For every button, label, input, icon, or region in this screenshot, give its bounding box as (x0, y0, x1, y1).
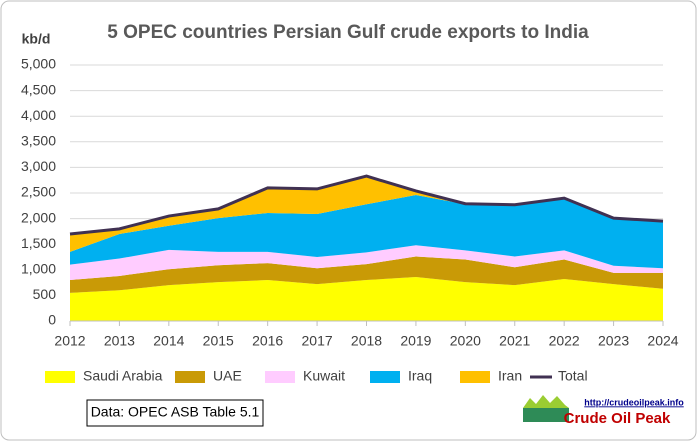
legend-item: Saudi Arabia (45, 368, 163, 384)
legend-item: Kuwait (265, 368, 345, 384)
chart-title: 5 OPEC countries Persian Gulf crude expo… (107, 22, 589, 43)
legend-swatch (265, 371, 295, 383)
y-tick-label: 1,500 (21, 235, 56, 251)
source-note: Data: OPEC ASB Table 5.1 (91, 404, 260, 420)
x-tick-label: 2013 (104, 333, 135, 349)
legend-item: Total (530, 368, 588, 384)
legend-label: Total (558, 368, 588, 384)
y-tick-label: 4,500 (21, 81, 56, 97)
legend-label: Iraq (408, 368, 432, 384)
source-box (86, 399, 264, 427)
y-tick-label: 0 (48, 312, 56, 328)
legend-swatch (45, 371, 75, 383)
x-tick-label: 2014 (153, 333, 184, 349)
legend-label: Saudi Arabia (83, 368, 163, 384)
legend-swatch (460, 371, 490, 383)
x-tick-label: 2022 (549, 333, 580, 349)
logo-name: Crude Oil Peak (564, 410, 671, 427)
x-tick-label: 2020 (450, 333, 481, 349)
x-tick-label: 2019 (400, 333, 431, 349)
logo-url[interactable]: http://crudeoilpeak.info (584, 397, 684, 407)
legend-item: UAE (175, 368, 242, 384)
x-tick-label: 2021 (499, 333, 530, 349)
legend-item: Iraq (370, 368, 432, 384)
legend-swatch (370, 371, 400, 383)
area (70, 245, 663, 281)
y-tick-label: 1,000 (21, 261, 56, 277)
logo-peak (523, 395, 569, 408)
x-tick-label: 2017 (302, 333, 333, 349)
legend-label: UAE (213, 368, 242, 384)
legend-swatch (175, 371, 205, 383)
y-tick-label: 5,000 (21, 56, 56, 72)
legend-item: Iran (460, 368, 522, 384)
legend-label: Kuwait (303, 368, 345, 384)
logo-icon (523, 395, 569, 422)
legend-label: Iran (498, 368, 522, 384)
y-tick-label: 2,000 (21, 209, 56, 225)
y-tick-label: 4,000 (21, 107, 56, 123)
x-tick-label: 2023 (598, 333, 629, 349)
x-tick-label: 2012 (54, 333, 85, 349)
x-tick-label: 2016 (252, 333, 283, 349)
area (70, 276, 663, 321)
y-tick-label: 500 (33, 286, 57, 302)
area (70, 195, 663, 269)
y-tick-label: 3,000 (21, 158, 56, 174)
x-tick-label: 2018 (351, 333, 382, 349)
y-tick-label: 3,500 (21, 133, 56, 149)
y-axis-label: kb/d (22, 31, 51, 47)
x-tick-label: 2015 (203, 333, 234, 349)
logo-ground (523, 408, 569, 422)
area (70, 256, 663, 293)
y-tick-label: 2,500 (21, 184, 56, 200)
x-tick-label: 2024 (647, 333, 678, 349)
line (69, 174, 664, 236)
